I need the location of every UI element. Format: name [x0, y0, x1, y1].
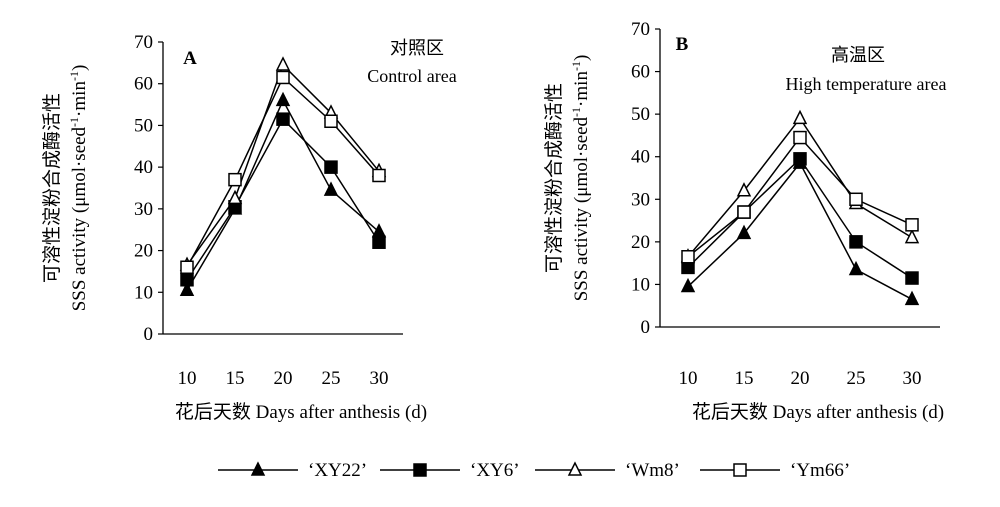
data-point	[228, 172, 242, 187]
legend-marker	[413, 463, 427, 477]
data-point	[275, 56, 291, 71]
y-axis-title-cn: 可溶性淀粉合成酶活性	[41, 93, 63, 283]
y-tick-label: 30	[631, 189, 650, 210]
data-point	[905, 271, 919, 285]
y-tick-label: 40	[631, 147, 650, 168]
data-point	[792, 109, 808, 125]
y-tick-label: 0	[144, 324, 154, 345]
data-point	[324, 114, 338, 129]
panel-b: 0 10 20 30 40 50 60 70 10 15 20 25 30 B 高温区 High temper…	[543, 19, 946, 423]
panel-a: 0 10 20 30 40 50 60 70 10 15 20 25 30 A 对照区 Control are…	[41, 32, 457, 423]
y-tick-label: 20	[631, 232, 650, 253]
y-axis-title-part: SSS activity (μmol·seed	[69, 126, 90, 311]
x-tick-label: 25	[322, 368, 341, 389]
y-tick-label: 50	[134, 115, 153, 136]
x-axis-title: 花后天数 Days after anthesis (d)	[175, 401, 427, 423]
data-point	[180, 260, 194, 275]
panel-label: A	[183, 48, 197, 69]
x-tick-label: 30	[370, 368, 389, 389]
data-point	[680, 277, 696, 293]
x-tick-label: 20	[274, 368, 293, 389]
data-point	[681, 250, 695, 264]
x-tick-label: 25	[847, 368, 866, 389]
superscript: -1	[569, 61, 583, 71]
data-point	[849, 235, 863, 249]
data-point	[793, 152, 807, 166]
series-line	[186, 98, 380, 291]
panel-label: B	[676, 34, 689, 55]
legend-label: ‘XY6’	[470, 460, 520, 481]
superscript: -1	[67, 71, 81, 81]
data-point	[793, 130, 807, 145]
data-point	[227, 189, 243, 205]
y-axis-title-en: SSS activity (μmol·seed-1·min-1)	[569, 55, 592, 302]
y-axis-title-part: ·min	[571, 71, 592, 107]
data-point	[904, 290, 920, 306]
annotation-cn: 高温区	[831, 45, 885, 65]
x-tick-label: 15	[226, 368, 245, 389]
x-tick-label: 10	[679, 368, 698, 389]
y-axis-title-cn: 可溶性淀粉合成酶活性	[543, 83, 565, 273]
y-tick-label: 60	[134, 74, 153, 95]
legend-marker	[733, 463, 747, 477]
data-point	[324, 160, 338, 174]
legend-label: ‘XY22’	[308, 460, 367, 481]
x-tick-label: 20	[791, 368, 810, 389]
y-tick-label: 70	[631, 19, 650, 40]
y-tick-label: 10	[134, 282, 153, 303]
data-point	[372, 235, 386, 249]
y-tick-label: 70	[134, 32, 153, 53]
data-point	[849, 192, 863, 207]
y-tick-label: 50	[631, 104, 650, 125]
data-point	[179, 281, 195, 296]
legend-label: ‘Wm8’	[625, 460, 680, 481]
x-axis-title: 花后天数 Days after anthesis (d)	[692, 401, 944, 423]
data-point	[180, 273, 194, 287]
data-point	[372, 168, 386, 183]
legend-marker	[250, 461, 266, 476]
data-point	[276, 70, 290, 85]
series-line	[687, 157, 913, 279]
y-axis-title-en: SSS activity (μmol·seed-1·min-1)	[67, 65, 90, 312]
data-point	[736, 182, 752, 197]
superscript: -1	[569, 107, 583, 117]
x-tick-label: 15	[735, 368, 754, 389]
data-point	[275, 91, 291, 107]
y-axis-title-part: )	[571, 55, 592, 61]
data-point	[848, 260, 864, 276]
data-point	[736, 224, 752, 240]
data-point	[276, 112, 290, 126]
y-tick-label: 60	[631, 62, 650, 83]
y-tick-label: 0	[641, 317, 651, 338]
superscript: -1	[67, 117, 81, 127]
annotation-en: High temperature area	[786, 74, 947, 94]
y-tick-label: 10	[631, 274, 650, 295]
y-axis-title-part: ·min	[69, 81, 90, 117]
data-point	[737, 205, 751, 219]
annotation-cn: 对照区	[390, 38, 444, 58]
series-line	[687, 161, 913, 300]
legend: ‘XY22’ ‘XY6’ ‘Wm8’ ‘Ym66’	[218, 460, 850, 481]
y-axis-title-part: )	[69, 65, 90, 71]
legend-marker	[567, 461, 583, 476]
data-point	[371, 223, 387, 238]
y-tick-label: 30	[134, 199, 153, 220]
data-point	[904, 228, 920, 244]
annotation-en: Control area	[367, 66, 456, 86]
y-tick-label: 20	[134, 241, 153, 262]
x-tick-label: 30	[903, 368, 922, 389]
y-axis-title-part: SSS activity (μmol·seed	[571, 116, 592, 301]
data-point	[323, 181, 339, 196]
x-tick-label: 10	[178, 368, 197, 389]
data-point	[905, 218, 919, 232]
y-tick-label: 40	[134, 157, 153, 178]
legend-label: ‘Ym66’	[790, 460, 850, 481]
